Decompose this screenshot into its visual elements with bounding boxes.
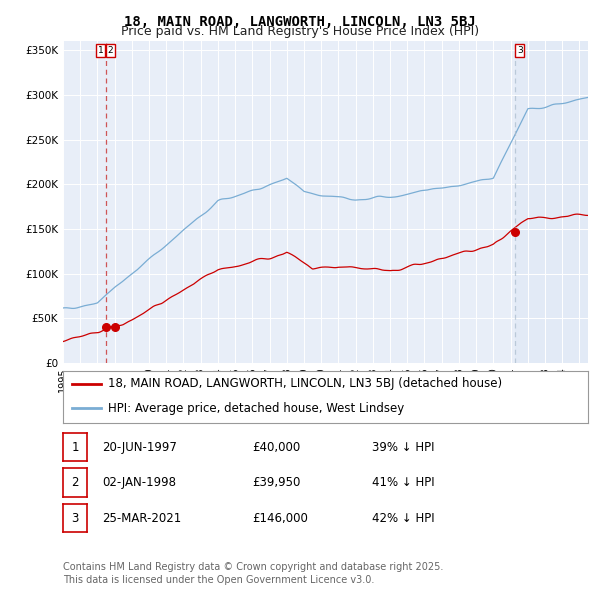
Text: 42% ↓ HPI: 42% ↓ HPI: [372, 512, 434, 525]
Text: HPI: Average price, detached house, West Lindsey: HPI: Average price, detached house, West…: [107, 402, 404, 415]
Text: 18, MAIN ROAD, LANGWORTH, LINCOLN, LN3 5BJ (detached house): 18, MAIN ROAD, LANGWORTH, LINCOLN, LN3 5…: [107, 377, 502, 390]
Text: 2: 2: [107, 46, 113, 55]
Text: £40,000: £40,000: [252, 441, 300, 454]
Text: 18, MAIN ROAD, LANGWORTH, LINCOLN, LN3 5BJ: 18, MAIN ROAD, LANGWORTH, LINCOLN, LN3 5…: [124, 15, 476, 29]
Text: Contains HM Land Registry data © Crown copyright and database right 2025.
This d: Contains HM Land Registry data © Crown c…: [63, 562, 443, 585]
Bar: [515, 41, 588, 363]
Text: 1: 1: [71, 441, 79, 454]
Text: 3: 3: [517, 46, 523, 55]
Text: 39% ↓ HPI: 39% ↓ HPI: [372, 441, 434, 454]
Text: 1: 1: [98, 46, 103, 55]
Text: £39,950: £39,950: [252, 476, 301, 489]
Text: Price paid vs. HM Land Registry's House Price Index (HPI): Price paid vs. HM Land Registry's House …: [121, 25, 479, 38]
Text: 20-JUN-1997: 20-JUN-1997: [102, 441, 177, 454]
Text: £146,000: £146,000: [252, 512, 308, 525]
Text: 3: 3: [71, 512, 79, 525]
Text: 41% ↓ HPI: 41% ↓ HPI: [372, 476, 434, 489]
Text: 02-JAN-1998: 02-JAN-1998: [102, 476, 176, 489]
Text: 25-MAR-2021: 25-MAR-2021: [102, 512, 181, 525]
Text: 2: 2: [71, 476, 79, 489]
